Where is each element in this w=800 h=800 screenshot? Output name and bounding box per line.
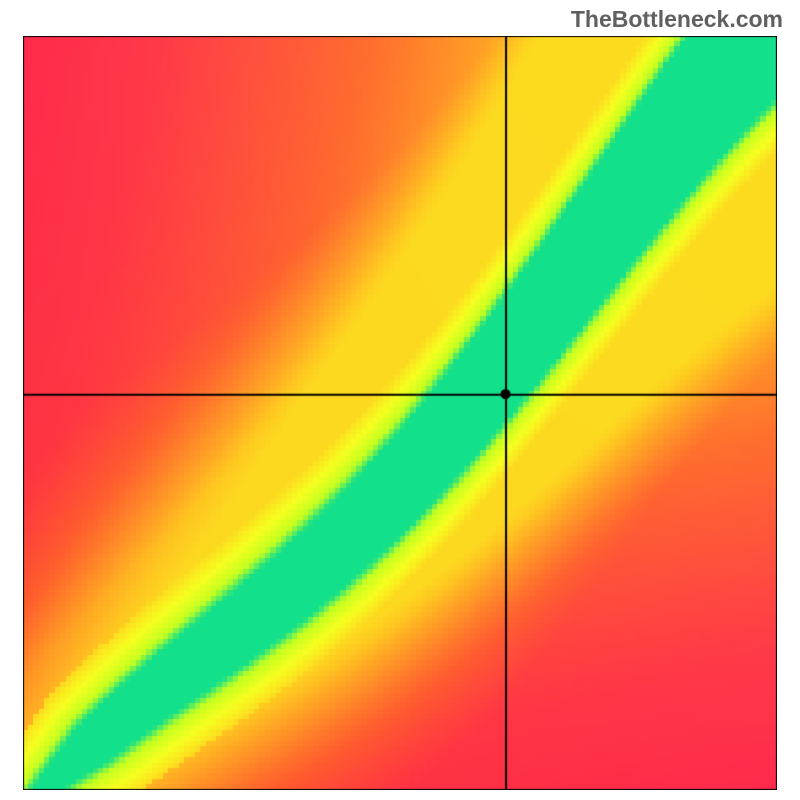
watermark-label: TheBottleneck.com <box>571 6 783 33</box>
bottleneck-heatmap <box>23 36 777 790</box>
